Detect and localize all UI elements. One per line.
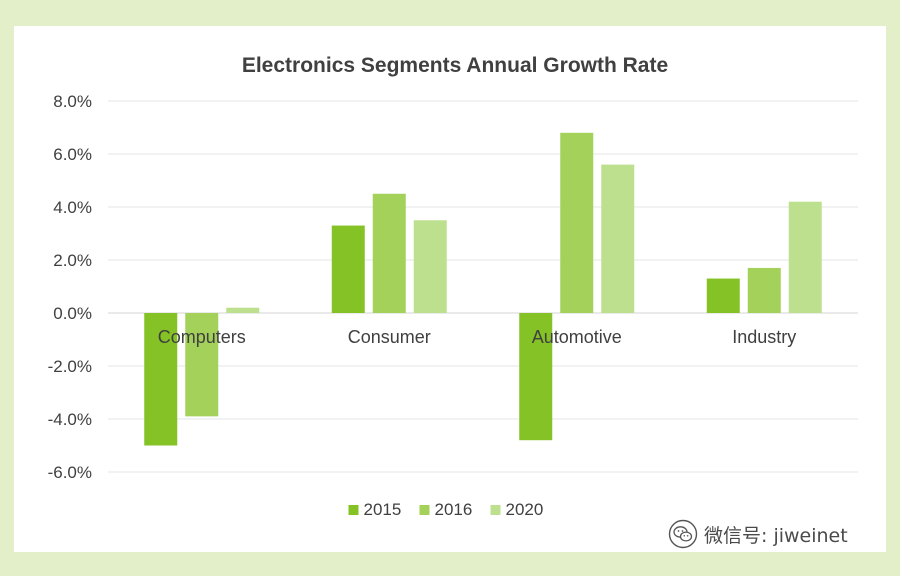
- y-tick-label: 2.0%: [53, 251, 92, 270]
- category-labels: Computers Consumer Automotive Industry: [158, 327, 797, 347]
- bar-industry-2016: [747, 267, 781, 313]
- bar-automotive-2015: [519, 313, 553, 441]
- bar-chart: Electronics Segments Annual Growth Rate …: [48, 54, 858, 519]
- legend-swatch-2016: [419, 505, 430, 515]
- category-label: Computers: [158, 327, 246, 347]
- bar-computers-2016: [185, 313, 219, 417]
- bar-consumer-2015: [331, 225, 365, 313]
- bar-computers-2015: [144, 313, 178, 446]
- y-tick-label: -2.0%: [48, 357, 92, 376]
- chart-title: Electronics Segments Annual Growth Rate: [242, 54, 668, 77]
- bar-automotive-2020: [601, 164, 635, 313]
- watermark-text: 微信号: jiweinet: [704, 524, 848, 547]
- legend-label: 2020: [506, 500, 544, 519]
- legend-swatch-2020: [490, 505, 501, 515]
- bar-industry-2020: [788, 201, 822, 313]
- y-tick-label: 8.0%: [53, 92, 92, 111]
- legend-label: 2016: [435, 500, 473, 519]
- legend-label: 2015: [364, 500, 402, 519]
- watermark: 微信号: jiweinet: [668, 519, 848, 549]
- gridlines: [108, 100, 858, 473]
- bar-industry-2015: [706, 278, 740, 313]
- bar-computers-2020: [226, 307, 260, 313]
- bar-consumer-2020: [413, 220, 447, 313]
- y-tick-label: 6.0%: [53, 145, 92, 164]
- y-tick-label: 4.0%: [53, 198, 92, 217]
- category-label: Industry: [732, 327, 796, 347]
- category-label: Consumer: [348, 327, 431, 347]
- y-tick-label: -4.0%: [48, 410, 92, 429]
- wechat-logo-icon: [668, 519, 698, 549]
- category-label: Automotive: [532, 327, 622, 347]
- bars: [144, 132, 822, 446]
- bar-automotive-2016: [560, 132, 594, 313]
- y-tick-label: 0.0%: [53, 304, 92, 323]
- y-axis-ticks: 8.0% 6.0% 4.0% 2.0% 0.0% -2.0% -4.0% -6.0%: [48, 92, 92, 482]
- bar-consumer-2016: [372, 193, 406, 313]
- legend-swatch-2015: [348, 505, 359, 515]
- legend: 2015 2016 2020: [348, 500, 544, 519]
- y-tick-label: -6.0%: [48, 463, 92, 482]
- chart-frame: Electronics Segments Annual Growth Rate …: [14, 26, 886, 552]
